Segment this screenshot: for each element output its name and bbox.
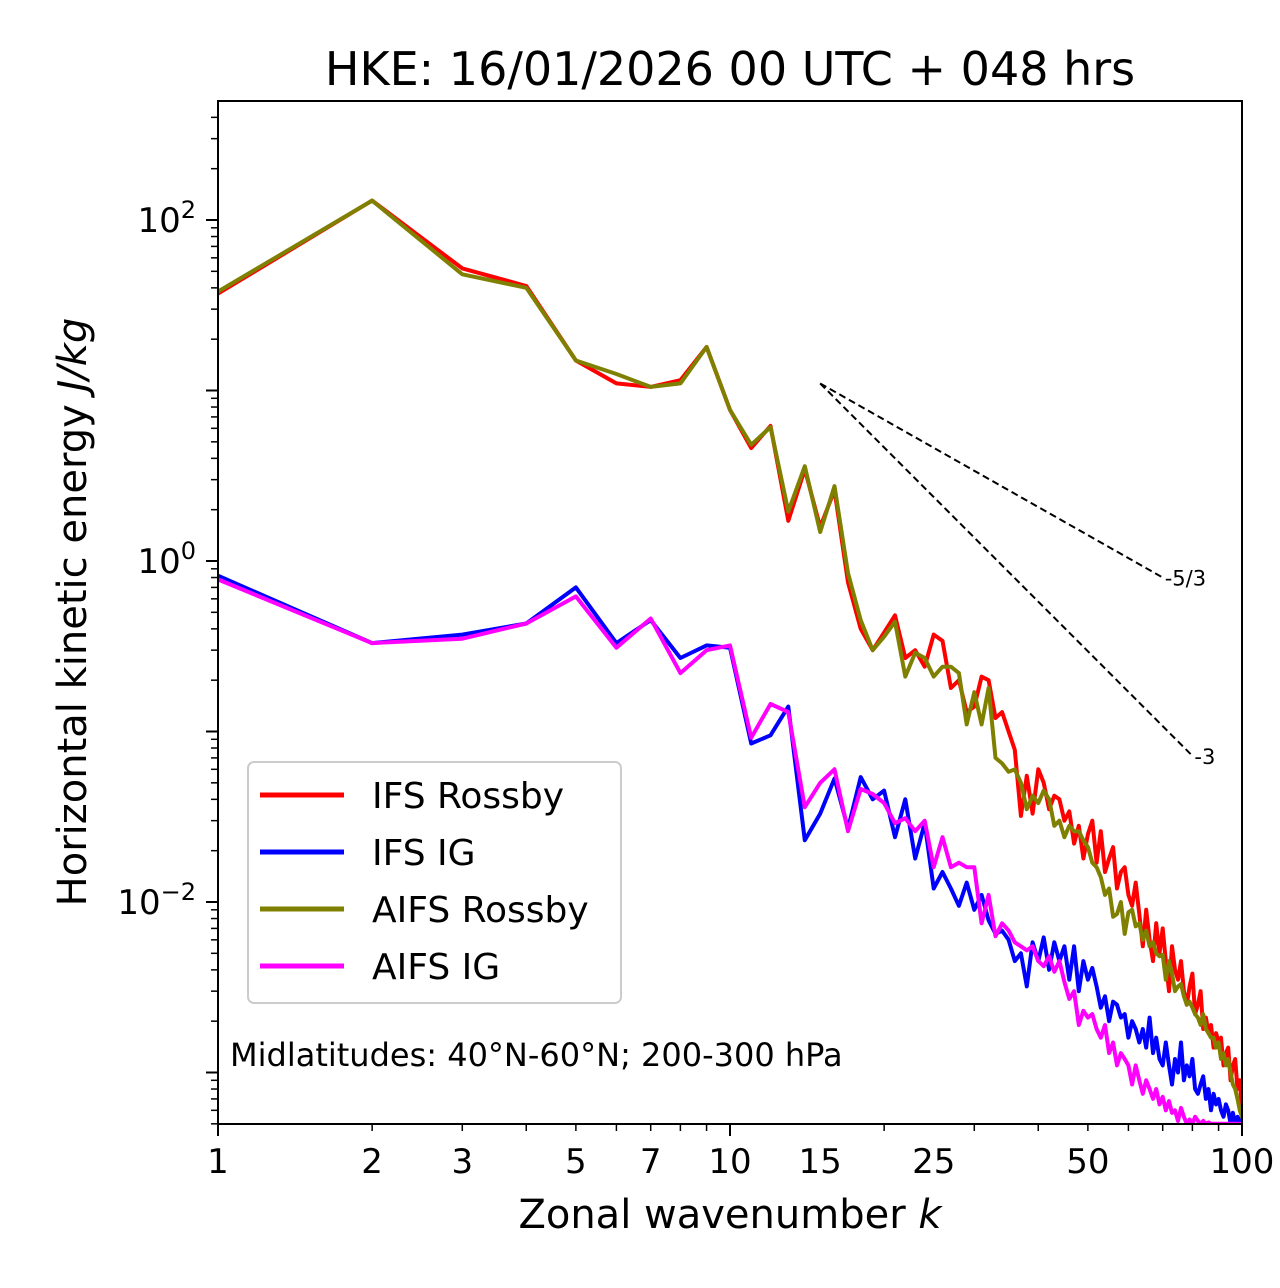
series-line-aifs-rossby (218, 198, 1242, 1119)
legend-box (247, 761, 622, 1004)
slope-label: -3 (1194, 745, 1215, 769)
series-line-ifs-rossby (218, 198, 1242, 1113)
x-tick-label: 25 (912, 1142, 955, 1182)
legend-label: AIFS Rossby (372, 890, 589, 931)
x-tick-label: 50 (1066, 1142, 1109, 1182)
x-tick-label: 2 (361, 1142, 383, 1182)
x-tick-label: 5 (565, 1142, 587, 1182)
series-line-aifs-ig (218, 577, 1242, 1124)
y-axis-label-units: J/kg (50, 318, 96, 399)
major-ticks (206, 219, 1243, 1136)
minor-ticks (211, 116, 1220, 1131)
y-tick-label: 100 (137, 537, 196, 582)
y-tick-labels: 102 100 10−2 (117, 196, 196, 923)
x-axis-label: Zonal wavenumber k (518, 1192, 943, 1238)
x-tick-label: 3 (451, 1142, 473, 1182)
legend-label: IFS Rossby (372, 776, 564, 817)
slope-reference-lines: -5/3 -3 (819, 382, 1215, 769)
y-tick-label: 102 (137, 196, 196, 241)
x-tick-labels: 1 2 3 5 7 10 15 25 50 100 (207, 1142, 1274, 1182)
legend: IFS Rossby IFS IG AIFS Rossby AIFS IG (247, 761, 622, 1004)
x-axis-label-var: k (918, 1192, 943, 1238)
region-annotation: Midlatitudes: 40°N-60°N; 200-300 hPa (230, 1036, 843, 1074)
legend-label: AIFS IG (372, 947, 500, 988)
series-line-ifs-ig (218, 573, 1242, 1124)
legend-label: IFS IG (372, 833, 476, 874)
x-tick-label: 10 (708, 1142, 751, 1182)
x-tick-label: 100 (1210, 1142, 1275, 1182)
x-tick-label: 1 (207, 1142, 229, 1182)
y-axis-label-text: Horizontal kinetic energy (50, 404, 96, 906)
y-tick-label: 10−2 (117, 878, 196, 923)
x-tick-label: 7 (640, 1142, 662, 1182)
slope-line (819, 382, 1164, 579)
slope-line (819, 382, 1194, 757)
slope-label: -5/3 (1165, 567, 1206, 591)
x-tick-label: 15 (799, 1142, 842, 1182)
series-layer (218, 198, 1242, 1124)
x-axis-label-text: Zonal wavenumber (518, 1192, 906, 1238)
plot-frame (217, 100, 1243, 1125)
chart-title: HKE: 16/01/2026 00 UTC + 048 hrs (325, 42, 1135, 96)
y-axis-label: Horizontal kinetic energy J/kg (50, 318, 96, 907)
